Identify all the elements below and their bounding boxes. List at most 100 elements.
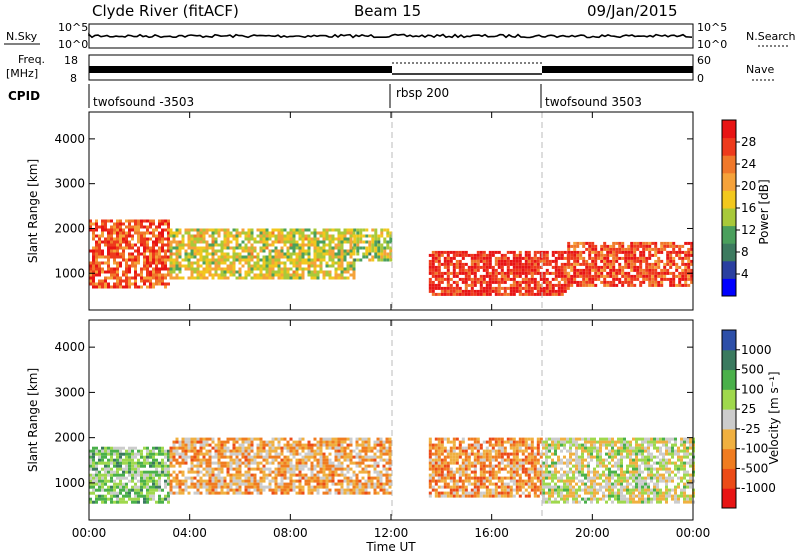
- echo-cell: [533, 494, 537, 498]
- echo-cell: [479, 482, 483, 486]
- echo-cell: [482, 476, 486, 480]
- echo-cell: [615, 259, 619, 263]
- echo-cell: [220, 455, 224, 459]
- echo-cell: [599, 443, 602, 447]
- echo-cell: [128, 282, 131, 286]
- echo-cell: [101, 231, 104, 235]
- echo-cell: [491, 476, 495, 480]
- echo-cell: [331, 467, 335, 471]
- echo-cell: [119, 467, 122, 471]
- echo-cell: [158, 476, 161, 480]
- echo-cell: [208, 467, 212, 471]
- echo-cell: [301, 443, 305, 447]
- echo-cell: [155, 458, 158, 462]
- echo-cell: [377, 249, 381, 253]
- echo-cell: [587, 467, 590, 471]
- echo-cell: [229, 449, 233, 453]
- echo-cell: [140, 485, 143, 489]
- echo-cell: [473, 494, 477, 498]
- echo-cell: [113, 237, 116, 241]
- echo-cell: [551, 283, 555, 287]
- echo-cell: [331, 255, 335, 259]
- echo-cell: [542, 274, 546, 278]
- echo-cell: [642, 250, 646, 254]
- echo-cell: [611, 458, 614, 462]
- echo-cell: [98, 455, 101, 459]
- echo-cell: [482, 280, 486, 284]
- power-ylabel: Slant Range [km]: [26, 159, 40, 263]
- echo-cell: [551, 452, 554, 456]
- echo-cell: [307, 482, 311, 486]
- echo-cell: [536, 470, 540, 474]
- echo-cell: [274, 482, 278, 486]
- echo-cell: [295, 258, 299, 262]
- echo-cell: [597, 250, 601, 254]
- echo-cell: [654, 244, 658, 248]
- echo-cell: [605, 479, 608, 483]
- echo-cell: [134, 455, 137, 459]
- echo-cell: [358, 485, 362, 489]
- echo-cell: [509, 473, 513, 477]
- echo-cell: [235, 243, 239, 247]
- echo-cell: [578, 443, 581, 447]
- echo-cell: [152, 240, 155, 244]
- echo-cell: [437, 446, 441, 450]
- echo-cell: [482, 470, 486, 474]
- echo-cell: [431, 464, 435, 468]
- echo-cell: [328, 488, 332, 492]
- echo-cell: [470, 256, 474, 260]
- echo-cell: [359, 246, 363, 250]
- echo-cell: [217, 231, 221, 235]
- echo-cell: [585, 247, 589, 251]
- echo-cell: [271, 270, 275, 274]
- echo-cell: [101, 488, 104, 492]
- echo-cell: [134, 464, 137, 468]
- echo-cell: [557, 289, 561, 293]
- echo-cell: [434, 277, 438, 281]
- echo-cell: [286, 455, 290, 459]
- echo-cell: [521, 482, 525, 486]
- echo-cell: [563, 277, 567, 281]
- echo-cell: [95, 270, 98, 274]
- echo-cell: [169, 446, 173, 450]
- echo-cell: [89, 452, 92, 456]
- echo-cell: [497, 289, 501, 293]
- echo-cell: [259, 228, 263, 232]
- echo-cell: [663, 268, 667, 272]
- echo-cell: [181, 234, 185, 238]
- echo-cell: [334, 458, 338, 462]
- echo-cell: [349, 467, 353, 471]
- echo-cell: [247, 246, 251, 250]
- echo-cell: [594, 283, 598, 287]
- echo-cell: [524, 470, 528, 474]
- echo-cell: [283, 455, 287, 459]
- echo-cell: [205, 452, 209, 456]
- echo-cell: [208, 273, 212, 277]
- echo-cell: [488, 265, 492, 269]
- echo-cell: [388, 476, 392, 480]
- echo-cell: [232, 249, 236, 253]
- echo-cell: [563, 446, 566, 450]
- echo-cell: [485, 253, 489, 257]
- echo-cell: [476, 446, 480, 450]
- echo-cell: [678, 265, 682, 269]
- echo-cell: [358, 443, 362, 447]
- echo-cell: [536, 494, 540, 498]
- echo-cell: [575, 446, 578, 450]
- echo-cell: [687, 283, 691, 287]
- echo-cell: [175, 482, 179, 486]
- echo-cell: [181, 240, 185, 244]
- echo-cell: [446, 292, 450, 296]
- echo-cell: [113, 470, 116, 474]
- echo-cell: [137, 467, 140, 471]
- echo-cell: [587, 449, 590, 453]
- echo-cell: [343, 452, 347, 456]
- echo-cell: [205, 479, 209, 483]
- echo-cell: [560, 497, 563, 501]
- echo-cell: [566, 479, 569, 483]
- echo-cell: [247, 273, 251, 277]
- echo-cell: [140, 270, 143, 274]
- echo-cell: [576, 259, 580, 263]
- echo-cell: [428, 467, 432, 471]
- echo-cell: [122, 258, 125, 262]
